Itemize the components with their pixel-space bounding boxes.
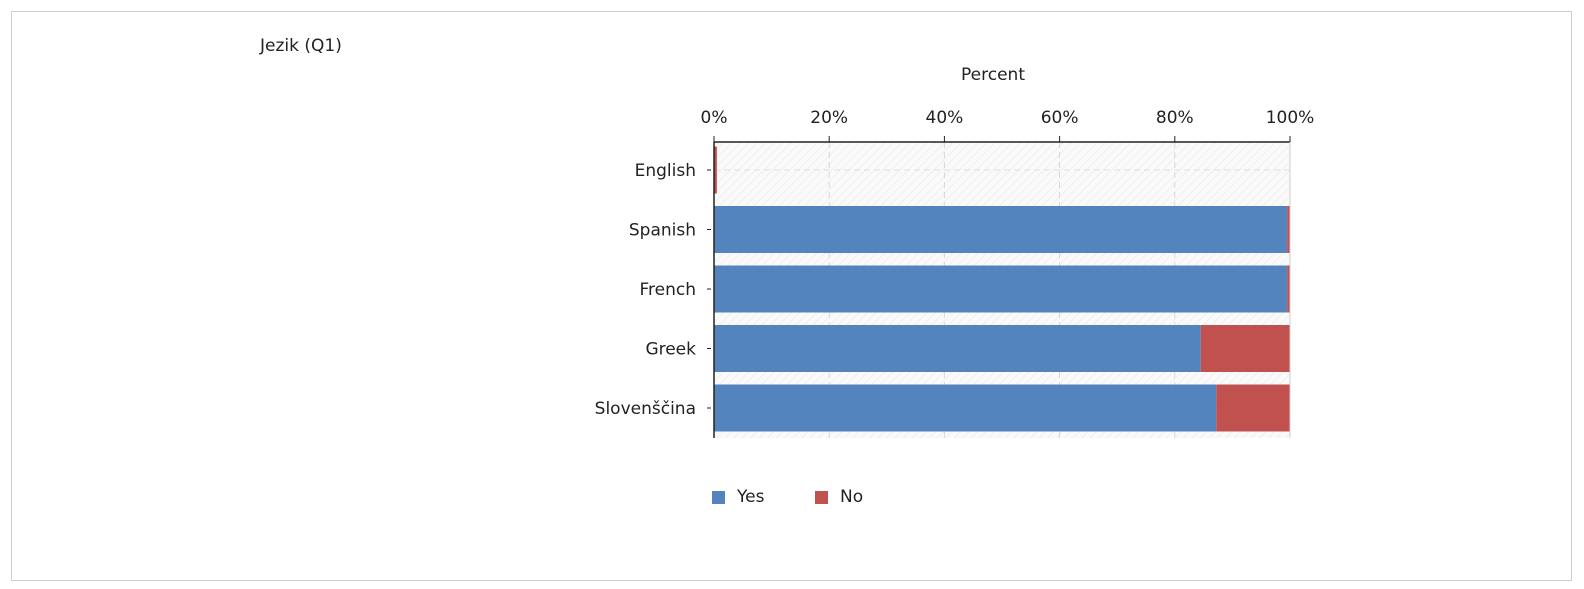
bar-no-1 — [1287, 206, 1290, 253]
legend-swatch-yes — [712, 490, 725, 504]
x-tick-label: 100% — [1266, 108, 1315, 128]
bar-yes-4 — [714, 384, 1217, 432]
x-axis-title: Percent — [961, 65, 1025, 85]
category-label: Slovenščina — [595, 399, 696, 419]
axes-group: 0% 20% 40% 60% 80% 100% English Spanish French Gr… — [595, 108, 1315, 438]
legend-item-yes: Yes — [712, 487, 764, 507]
bar-yes-3 — [714, 325, 1201, 372]
x-tick-label: 80% — [1156, 108, 1194, 128]
bars-group — [714, 146, 1290, 432]
legend-item-no: No — [815, 487, 863, 507]
x-tick-label: 20% — [810, 108, 848, 128]
bar-no-0 — [714, 146, 717, 194]
bar-yes-1 — [714, 206, 1288, 253]
legend-label-yes: Yes — [737, 487, 765, 507]
legend-swatch-no — [815, 490, 828, 504]
category-label: Greek — [645, 340, 696, 360]
category-label: English — [635, 161, 696, 181]
category-label: Spanish — [629, 221, 696, 241]
bar-no-4 — [1216, 384, 1290, 432]
category-label: French — [639, 280, 696, 300]
x-tick-label: 0% — [701, 108, 728, 128]
legend-label-no: No — [840, 487, 864, 507]
bar-yes-2 — [714, 265, 1288, 313]
x-tick-label: 40% — [926, 108, 964, 128]
x-tick-label: 60% — [1041, 108, 1079, 128]
question-label: Jezik (Q1) — [260, 36, 342, 56]
bar-no-3 — [1200, 325, 1290, 372]
bar-no-2 — [1287, 265, 1290, 313]
